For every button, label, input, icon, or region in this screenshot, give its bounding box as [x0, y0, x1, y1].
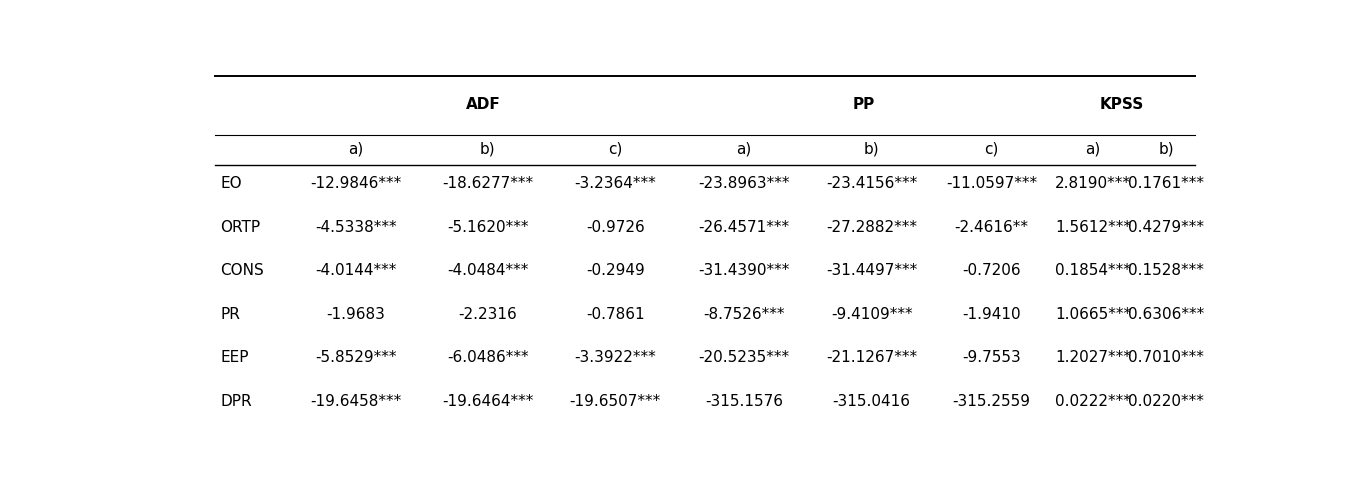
Text: -2.4616**: -2.4616**: [955, 219, 1029, 235]
Text: -31.4497***: -31.4497***: [826, 263, 917, 278]
Text: -31.4390***: -31.4390***: [698, 263, 790, 278]
Text: -8.7526***: -8.7526***: [703, 306, 784, 322]
Text: 0.1528***: 0.1528***: [1128, 263, 1204, 278]
Text: 1.5612***: 1.5612***: [1056, 219, 1131, 235]
Text: b): b): [480, 141, 495, 157]
Text: PP: PP: [853, 97, 876, 112]
Text: -5.1620***: -5.1620***: [447, 219, 529, 235]
Text: -315.0416: -315.0416: [833, 394, 911, 409]
Text: 1.2027***: 1.2027***: [1056, 350, 1131, 365]
Text: KPSS: KPSS: [1100, 97, 1145, 112]
Text: -6.0486***: -6.0486***: [447, 350, 529, 365]
Text: -4.0484***: -4.0484***: [447, 263, 529, 278]
Text: ORTP: ORTP: [221, 219, 261, 235]
Text: EEP: EEP: [221, 350, 249, 365]
Text: CONS: CONS: [221, 263, 264, 278]
Text: -19.6458***: -19.6458***: [311, 394, 401, 409]
Text: -21.1267***: -21.1267***: [826, 350, 917, 365]
Text: -9.4109***: -9.4109***: [831, 306, 912, 322]
Text: -4.0144***: -4.0144***: [315, 263, 397, 278]
Text: 0.1761***: 0.1761***: [1128, 176, 1204, 191]
Text: -19.6464***: -19.6464***: [443, 394, 534, 409]
Text: a): a): [1085, 141, 1100, 157]
Text: -9.7553: -9.7553: [962, 350, 1021, 365]
Text: -1.9683: -1.9683: [327, 306, 385, 322]
Text: -23.4156***: -23.4156***: [826, 176, 917, 191]
Text: DPR: DPR: [221, 394, 252, 409]
Text: -20.5235***: -20.5235***: [698, 350, 790, 365]
Text: -0.7861: -0.7861: [586, 306, 644, 322]
Text: PR: PR: [221, 306, 241, 322]
Text: -19.6507***: -19.6507***: [570, 394, 660, 409]
Text: a): a): [348, 141, 363, 157]
Text: 2.8190***: 2.8190***: [1056, 176, 1131, 191]
Text: EO: EO: [221, 176, 242, 191]
Text: b): b): [1158, 141, 1174, 157]
Text: c): c): [608, 141, 623, 157]
Text: -0.2949: -0.2949: [586, 263, 644, 278]
Text: b): b): [863, 141, 880, 157]
Text: 1.0665***: 1.0665***: [1056, 306, 1131, 322]
Text: -0.7206: -0.7206: [962, 263, 1021, 278]
Text: -0.9726: -0.9726: [586, 219, 644, 235]
Text: -3.2364***: -3.2364***: [574, 176, 656, 191]
Text: -3.3922***: -3.3922***: [574, 350, 656, 365]
Text: ADF: ADF: [467, 97, 500, 112]
Text: -27.2882***: -27.2882***: [826, 219, 917, 235]
Text: -23.8963***: -23.8963***: [698, 176, 790, 191]
Text: 0.4279***: 0.4279***: [1128, 219, 1204, 235]
Text: 0.6306***: 0.6306***: [1128, 306, 1204, 322]
Text: 0.0220***: 0.0220***: [1128, 394, 1204, 409]
Text: -5.8529***: -5.8529***: [315, 350, 397, 365]
Text: -18.6277***: -18.6277***: [443, 176, 533, 191]
Text: 0.0222***: 0.0222***: [1056, 394, 1131, 409]
Text: -4.5338***: -4.5338***: [315, 219, 397, 235]
Text: -26.4571***: -26.4571***: [698, 219, 790, 235]
Text: -12.9846***: -12.9846***: [311, 176, 401, 191]
Text: c): c): [985, 141, 999, 157]
Text: -2.2316: -2.2316: [459, 306, 516, 322]
Text: -315.2559: -315.2559: [952, 394, 1030, 409]
Text: -1.9410: -1.9410: [962, 306, 1021, 322]
Text: 0.7010***: 0.7010***: [1128, 350, 1204, 365]
Text: a): a): [737, 141, 752, 157]
Text: -11.0597***: -11.0597***: [946, 176, 1037, 191]
Text: -315.1576: -315.1576: [705, 394, 783, 409]
Text: 0.1854***: 0.1854***: [1056, 263, 1131, 278]
